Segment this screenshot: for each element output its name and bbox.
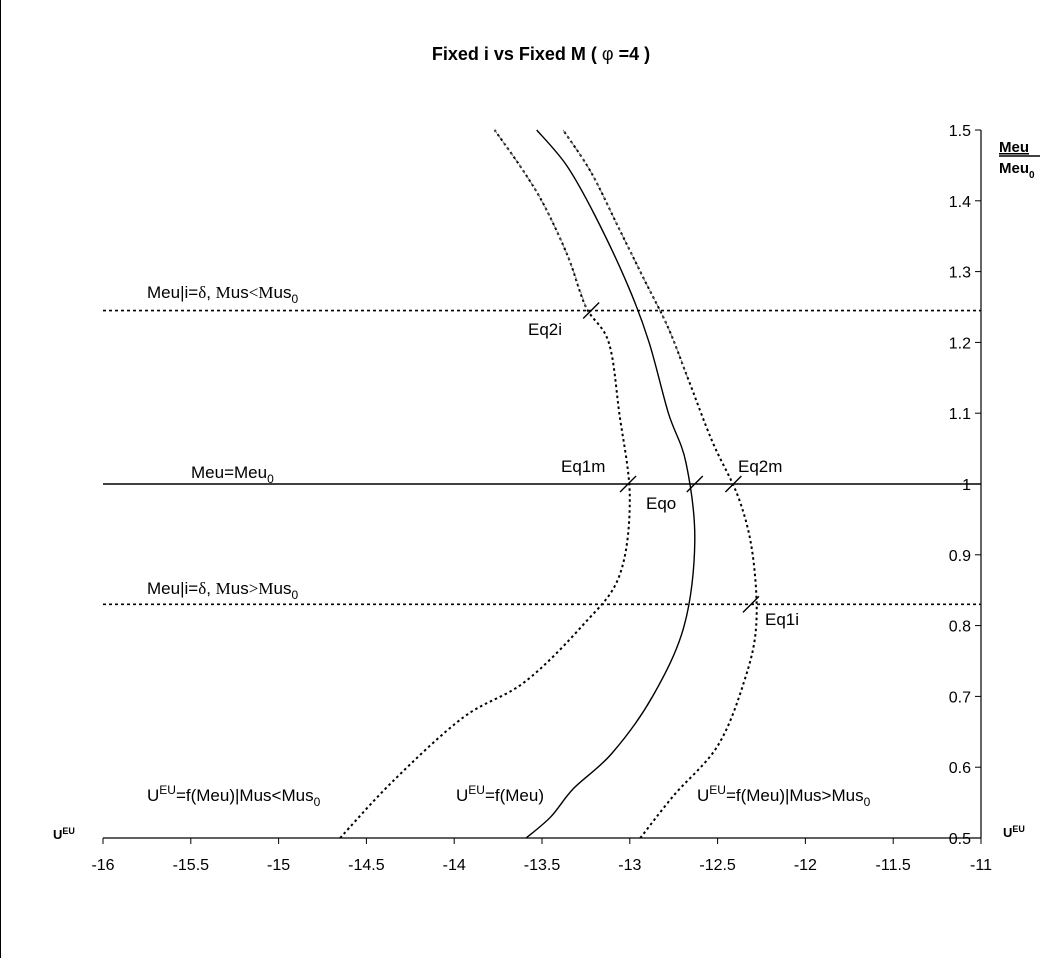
eq-mark [742,595,760,613]
x-axis-name-left: UEU [53,826,75,842]
x-tick-label: -16 [91,857,114,874]
series-group [339,129,758,839]
y-tick-label: 0.5 [949,831,971,848]
y-tick-label: 1 [962,477,971,494]
ref-line-label-middle: Meu=Meu0 [191,463,274,486]
series-guide-line [494,129,587,308]
eq1i-label: Eq1i [765,610,799,629]
x-tick-label: -12 [794,857,817,874]
x-tick-label: -14 [443,857,466,874]
y-tick-label: 1.5 [949,123,971,140]
series-line-2 [339,129,631,839]
x-axis-name-right: UEU [1003,824,1025,840]
y-tick-label: 0.8 [949,619,971,636]
eq-mark [724,475,742,493]
y-ticks: 0.5 0.6 0.7 0.8 0.9 1 1.1 1.2 1.3 1.4 1.5 [949,123,981,848]
reference-lines [103,309,981,606]
y-tick-label: 1.4 [949,194,971,211]
ref-line-label-lower: Meu|i=δ, Mus>Mus0 [147,579,298,602]
eq-mark [582,302,600,320]
series-guide-line [562,129,689,378]
eq2m-label: Eq2m [738,457,782,476]
eq-mark [619,475,637,493]
eq-mark [686,475,704,493]
chart-title: Fixed i vs Fixed M ( φ =4 ) [432,44,650,64]
y-tick-label: 0.7 [949,689,971,706]
x-tick-label: -11 [970,857,992,874]
eq1m-label: Eq1m [561,457,605,476]
x-tick-label: -15 [267,857,290,874]
ref-line-label-upper: Meu|i=δ, Mus<Mus0 [147,283,298,306]
eqo-label: Eqo [646,494,676,513]
x-tick-label: -12.5 [699,857,736,874]
x-tick-label: -15.5 [173,857,210,874]
y-tick-label: 0.6 [949,760,971,777]
y-axis-name-top: Meu [999,139,1029,156]
y-tick-label: 0.9 [949,548,971,565]
series-label-base: UEU=f(Meu) [456,783,544,805]
y-axis-name-bottom: Meu0 [999,160,1035,181]
x-tick-label: -13.5 [524,857,561,874]
x-ticks: -16 -15.5 -15 -14.5 -14 -13.5 -13 -12.5 -12 -11.5… [91,838,992,874]
x-tick-label: -13 [618,857,641,874]
equilibrium-marks [582,302,760,613]
series-line-3 [562,129,758,839]
y-tick-label: 1.3 [949,265,971,282]
x-tick-label: -14.5 [348,857,385,874]
x-tick-label: -11.5 [876,857,911,874]
eq2i-label: Eq2i [528,320,562,339]
series-line-1 [525,129,696,839]
y-tick-label: 1.2 [949,335,971,352]
series-label-mus-less: UEU=f(Meu)|Mus<Mus0 [147,783,321,809]
series-label-mus-greater: UEU=f(Meu)|Mus>Mus0 [697,783,871,809]
y-tick-label: 1.1 [949,406,971,423]
